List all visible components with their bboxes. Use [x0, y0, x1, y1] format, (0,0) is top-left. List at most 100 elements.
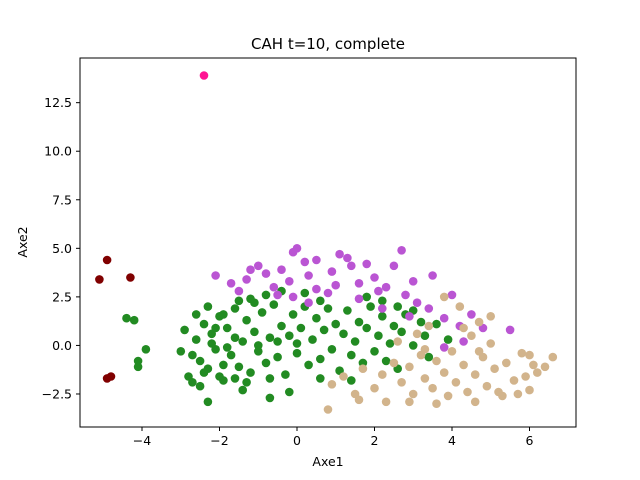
scatter-point: [467, 310, 476, 319]
scatter-point: [285, 277, 294, 286]
scatter-point: [374, 286, 383, 296]
scatter-point: [195, 356, 205, 366]
scatter-point: [529, 360, 538, 370]
scatter-point: [412, 329, 422, 339]
scatter-point: [424, 352, 434, 362]
scatter-point: [285, 387, 294, 397]
y-tick-label: 10.0: [44, 144, 72, 159]
scatter-point: [327, 267, 337, 276]
scatter-point: [269, 300, 279, 309]
scatter-point: [354, 294, 364, 304]
scatter-point: [540, 362, 550, 372]
chart-title: CAH t=10, complete: [251, 35, 405, 53]
scatter-point: [378, 304, 387, 313]
scatter-point: [188, 378, 197, 387]
plot-frame: [79, 57, 577, 428]
scatter-point: [447, 347, 457, 356]
scatter-point: [261, 358, 271, 368]
scatter-point: [486, 312, 496, 321]
scatter-point: [312, 255, 321, 265]
scatter-point: [463, 387, 472, 397]
scatter-point: [269, 282, 279, 292]
scatter-point: [378, 370, 387, 379]
scatter-point: [215, 372, 224, 381]
scatter-point: [486, 339, 496, 348]
scatter-point: [420, 331, 430, 341]
scatter-point: [494, 387, 503, 397]
y-tick-label: 0.0: [52, 338, 72, 353]
scatter-point: [199, 71, 209, 80]
scatter-point: [296, 323, 306, 333]
scatter-point: [246, 368, 255, 377]
scatter-point: [525, 385, 534, 395]
scatter-point: [385, 339, 395, 348]
scatter-point: [509, 376, 519, 385]
scatter-point: [412, 298, 422, 308]
scatter-point: [405, 312, 414, 321]
scatter-point: [424, 321, 434, 331]
scatter-point: [327, 345, 337, 354]
scatter-point: [277, 321, 286, 331]
scatter-point: [133, 362, 143, 372]
scatter-point: [308, 335, 317, 344]
scatter-point: [408, 277, 418, 286]
scatter-point: [203, 302, 213, 311]
x-tick-label: 6: [526, 433, 534, 448]
scatter-point: [416, 317, 426, 327]
scatter-point: [378, 296, 387, 306]
scatter-point: [470, 397, 480, 407]
scatter-point: [389, 261, 399, 271]
scatter-point: [420, 374, 430, 383]
scatter-point: [401, 290, 410, 300]
x-tick-label: −4: [133, 433, 151, 448]
scatter-point: [397, 378, 406, 387]
scatter-point: [106, 372, 116, 381]
scatter-point: [122, 313, 131, 323]
y-tick-label: 5.0: [52, 241, 72, 256]
scatter-point: [370, 273, 379, 282]
scatter-point: [397, 327, 406, 337]
y-axis: −2.5 0.0 2.5 5.0 7.5 10.0 12.5: [42, 95, 80, 401]
scatter-point: [211, 271, 220, 280]
scatter-point: [327, 380, 337, 389]
scatter-point: [211, 323, 220, 333]
scatter-point: [199, 319, 209, 329]
scatter-point: [443, 391, 453, 401]
scatter-point: [362, 292, 372, 302]
scatter-point: [238, 337, 247, 346]
scatter-point: [482, 381, 492, 391]
scatter-point: [343, 253, 352, 263]
scatter-point: [439, 368, 449, 377]
scatter-point: [347, 376, 356, 385]
scatter-point: [354, 279, 364, 288]
scatter-point: [370, 383, 379, 393]
scatter-point: [347, 350, 356, 360]
scatter-point: [277, 265, 286, 275]
scatter-point: [253, 347, 263, 356]
scatter-point: [253, 261, 263, 271]
points-layer: [95, 71, 558, 414]
scatter-point: [288, 310, 298, 319]
scatter-point: [273, 337, 282, 346]
scatter-point: [381, 356, 391, 366]
scatter-point: [439, 343, 449, 352]
scatter-point: [316, 354, 325, 364]
x-tick-label: 0: [293, 433, 301, 448]
scatter-point: [343, 306, 352, 315]
scatter-point: [323, 304, 333, 313]
scatter-point: [408, 341, 418, 350]
scatter-point: [176, 347, 186, 356]
scatter-point: [273, 290, 282, 300]
scatter-point: [95, 275, 104, 284]
scatter-point: [339, 372, 348, 381]
scatter-point: [362, 259, 372, 269]
scatter-point: [195, 381, 205, 391]
scatter-point: [439, 313, 449, 323]
scatter-point: [234, 286, 244, 296]
scatter-point: [432, 319, 441, 329]
scatter-point: [439, 292, 449, 302]
scatter-point: [219, 360, 228, 370]
scatter-point: [234, 362, 244, 372]
